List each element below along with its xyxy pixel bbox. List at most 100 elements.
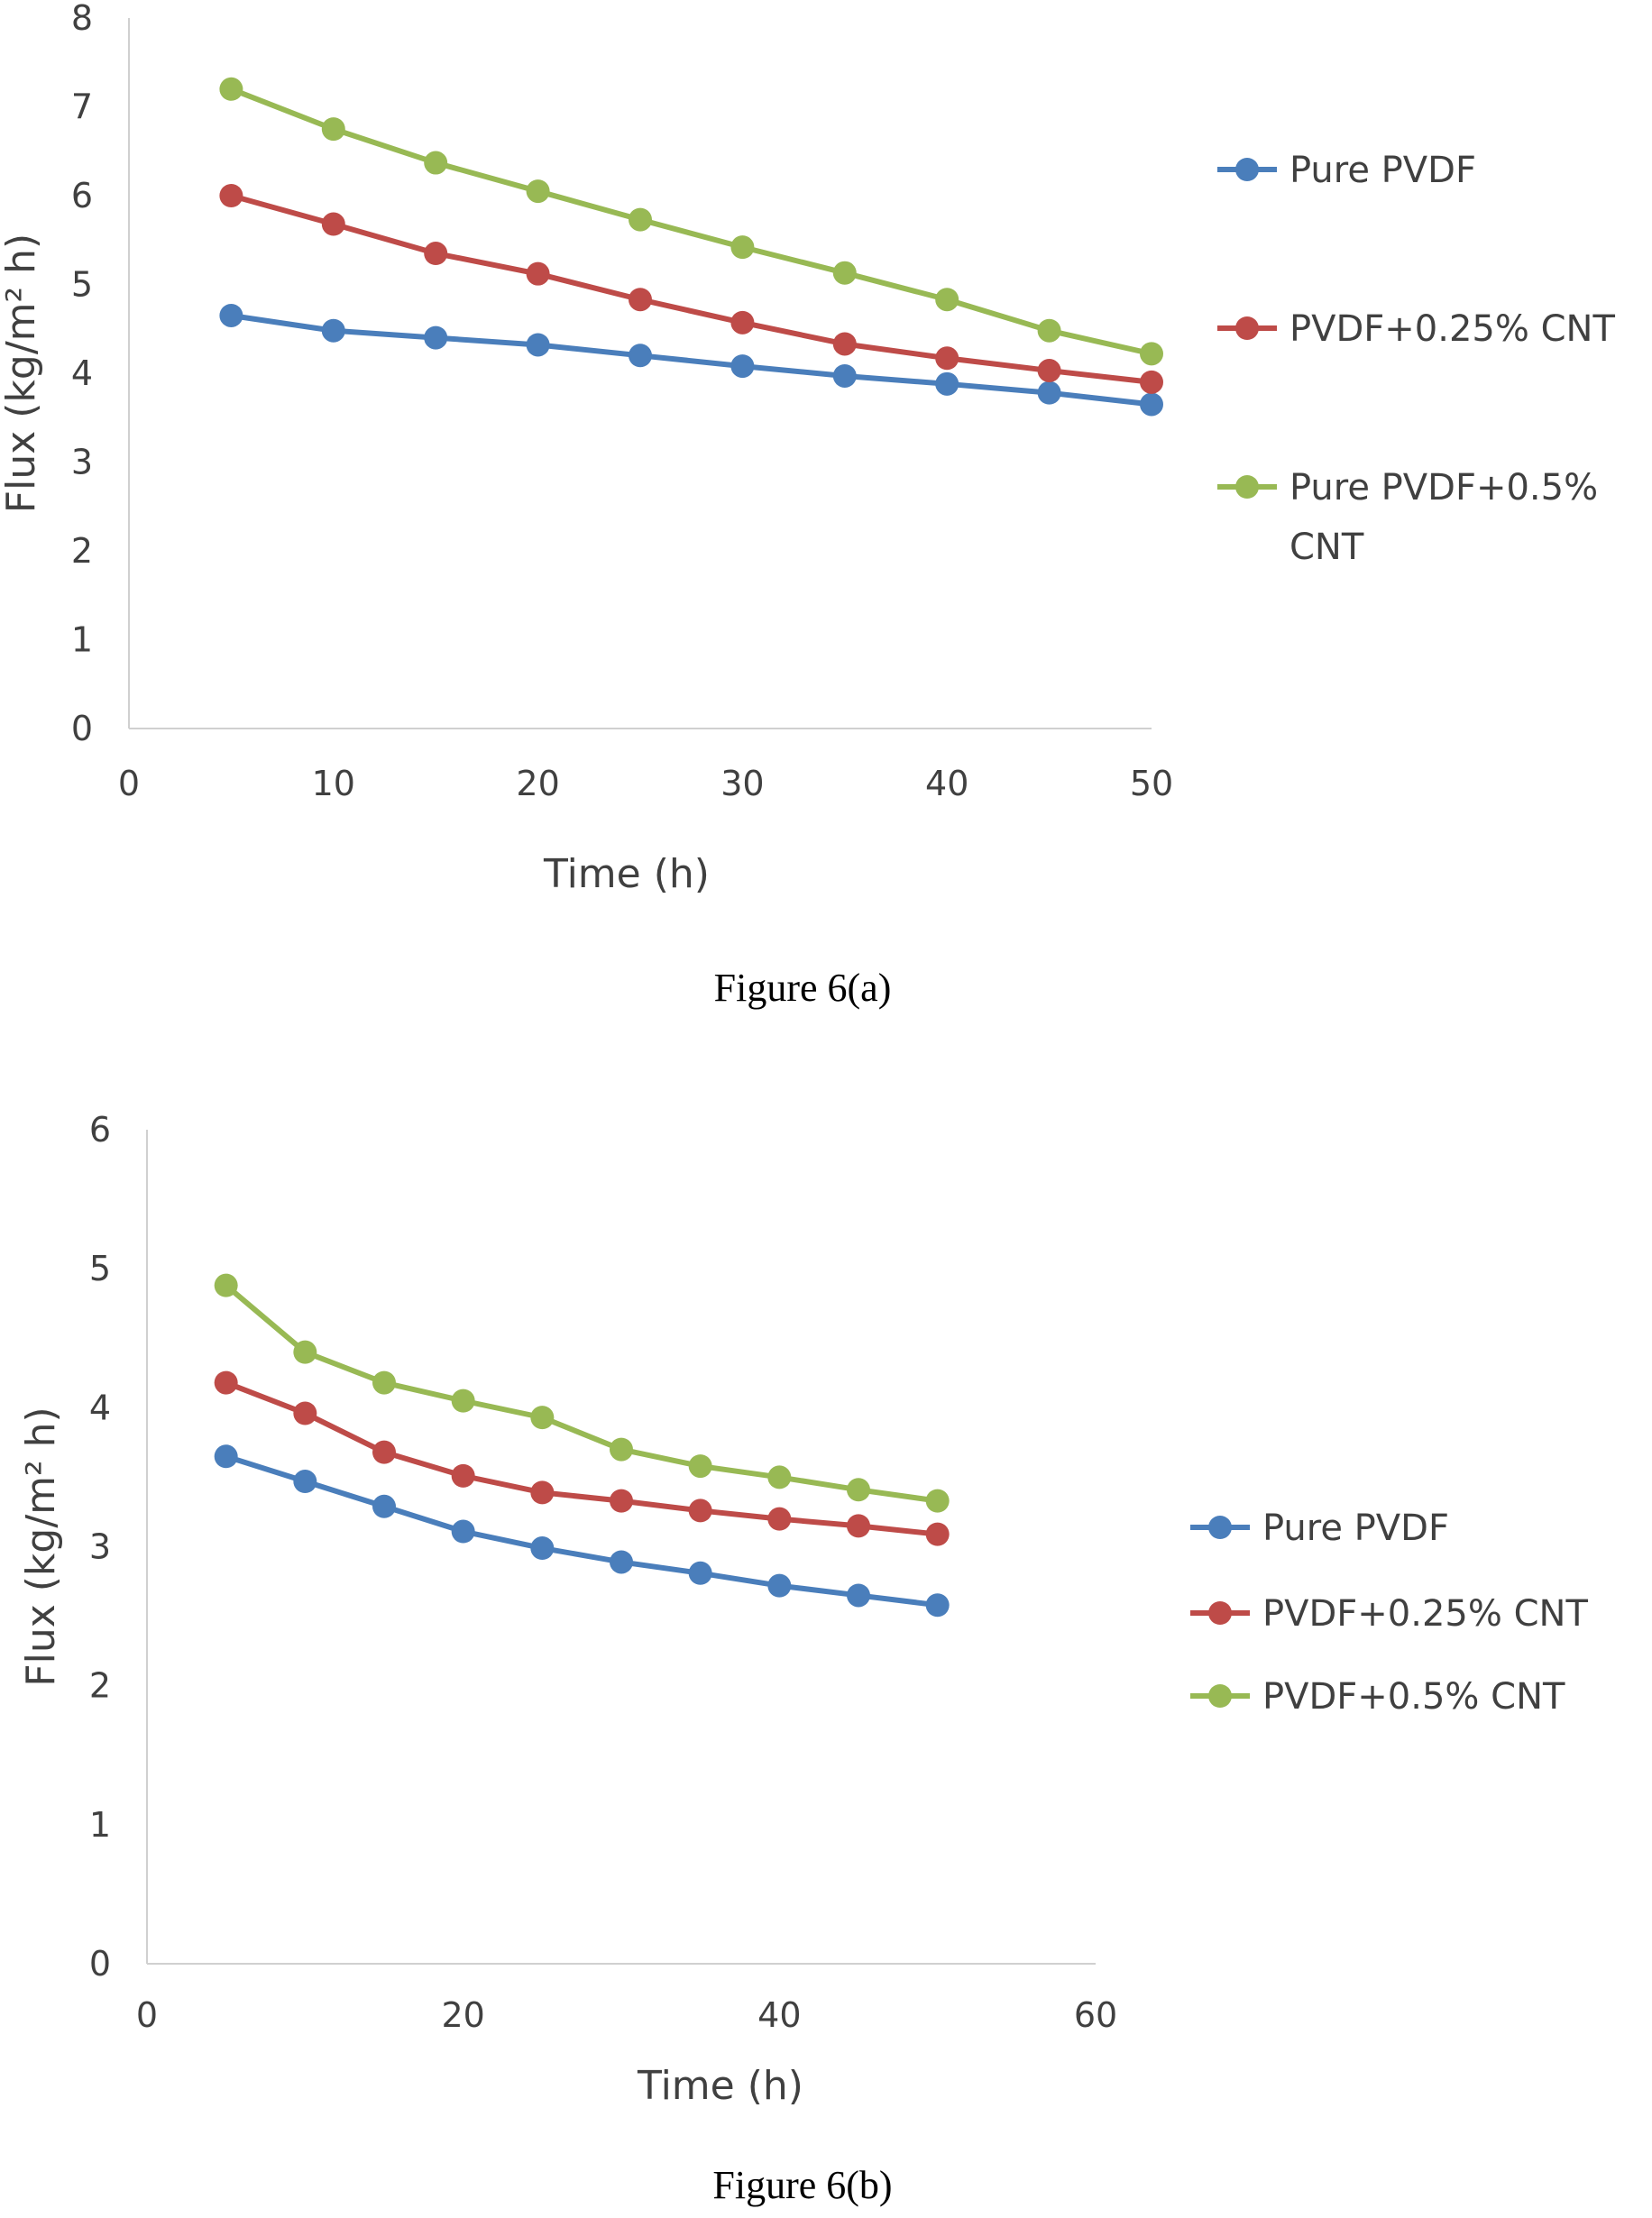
chart-a-legend-label-2: PVDF+0.25% CNT: [1289, 308, 1615, 350]
chart-a-data-point: [832, 363, 857, 388]
chart-a-data-point: [832, 261, 857, 285]
chart-b-data-point: [530, 1536, 555, 1561]
chart-a-y-tick-label: 0: [71, 709, 93, 748]
chart-a-x-tick-label: 50: [1130, 764, 1173, 803]
chart-b-data-point: [925, 1522, 950, 1546]
chart-a-legend-label-3: CNT: [1289, 527, 1364, 568]
chart-a-y-tick-label: 8: [71, 0, 93, 38]
chart-b-data-point: [214, 1444, 238, 1469]
chart-b-y-tick-label: 6: [89, 1110, 111, 1150]
chart-b-y-tick-label: 5: [89, 1249, 111, 1288]
chart-b-legend-label-3: PVDF+0.5% CNT: [1262, 1676, 1565, 1718]
chart-a-y-tick-label: 4: [71, 353, 93, 393]
chart-b-y-tick-label: 3: [89, 1527, 111, 1567]
chart-b-data-point: [214, 1273, 238, 1297]
chart-a-series-line-1: [230, 313, 1152, 408]
chart-b-x-tick-label: 20: [441, 1995, 484, 2035]
chart-a-y-tick-label: 1: [71, 620, 93, 660]
chart-b-series-line-2: [225, 1379, 938, 1537]
chart-b-data-point: [925, 1593, 950, 1618]
chart-a-y-tick-label: 2: [71, 531, 93, 571]
chart-a-data-point: [730, 235, 755, 260]
chart-a-data-point: [424, 151, 448, 175]
chart-a-data-point: [526, 179, 550, 204]
chart-a-x-tick-label: 10: [312, 764, 355, 803]
chart-a-data-point: [629, 344, 652, 368]
chart-a-data-point: [1140, 392, 1163, 417]
chart-a-data-point: [1037, 359, 1061, 383]
chart-b-data-point: [847, 1478, 870, 1502]
chart-a-legend-marker: [1235, 475, 1259, 499]
chart-b-data-point: [372, 1494, 396, 1518]
chart-a-data-point: [219, 184, 243, 207]
chart-a: 0 1 2 3 4 5 6 7 8 0 10 20 30 40 50 Time (h) Flux (kg/m² …: [0, 0, 1615, 897]
chart-a-data-point: [424, 325, 448, 350]
chart-b-legend-label-2: PVDF+0.25% CNT: [1262, 1593, 1588, 1635]
chart-a-data-point: [832, 332, 857, 356]
chart-a-x-axis-title: Time (h): [543, 851, 710, 897]
chart-b-legend-label-1: Pure PVDF: [1262, 1508, 1449, 1549]
chart-b-data-point: [293, 1340, 317, 1364]
chart-a-data-point: [321, 117, 345, 142]
chart-a-data-point: [424, 242, 448, 266]
chart-b-data-point: [610, 1489, 633, 1513]
chart-a-series-line-2: [230, 193, 1152, 385]
chart-a-x-tick-label: 40: [925, 764, 968, 803]
chart-b-data-point: [688, 1499, 712, 1523]
chart-a-data-point: [526, 261, 550, 286]
chart-b-x-axis-title: Time (h): [637, 2063, 803, 2109]
chart-b-data-point: [372, 1370, 396, 1395]
chart-b-data-point: [530, 1480, 555, 1505]
chart-b-data-point: [847, 1514, 870, 1538]
chart-b-legend-marker: [1208, 1684, 1232, 1708]
chart-b-legend-marker: [1208, 1516, 1232, 1539]
chart-a-y-tick-label: 7: [71, 87, 93, 127]
chart-a-data-point: [1140, 342, 1163, 366]
chart-b-data-point: [688, 1454, 712, 1479]
chart-a-data-point: [935, 288, 959, 312]
chart-a-data-point: [730, 310, 755, 335]
chart-a-x-tick-label: 20: [516, 764, 559, 803]
chart-a-data-point: [526, 333, 550, 357]
chart-b-data-point: [451, 1389, 475, 1413]
chart-a-data-point: [935, 346, 959, 371]
chart-b-legend-marker: [1208, 1601, 1232, 1625]
chart-a-data-point: [1037, 380, 1061, 405]
chart-a-legend-label-1: Pure PVDF: [1289, 150, 1476, 191]
chart-a-legend-marker: [1235, 158, 1259, 181]
chart-b-data-point: [530, 1406, 555, 1430]
chart-b-series-line-1: [225, 1453, 939, 1609]
chart-b-data-point: [610, 1550, 633, 1574]
chart-a-data-point: [321, 318, 345, 343]
chart-a-data-point: [935, 371, 959, 396]
chart-b-data-point: [767, 1573, 792, 1598]
chart-b-data-point: [451, 1519, 475, 1544]
chart-a-data-point: [321, 212, 345, 236]
chart-b-data-point: [688, 1561, 712, 1585]
chart-b-data-point: [451, 1463, 475, 1488]
chart-b-data-point: [767, 1465, 792, 1489]
chart-a-series-line-3: [230, 87, 1152, 357]
figure-caption-a: Figure 6(a): [713, 966, 892, 1010]
chart-a-x-tick-label: 0: [118, 764, 140, 803]
chart-b-y-tick-label: 0: [89, 1944, 111, 1984]
chart-a-y-axis-title: Flux (kg/m² h): [0, 234, 44, 513]
chart-a-data-point: [730, 354, 755, 379]
chart-b-data-point: [610, 1437, 633, 1462]
chart-b-y-tick-label: 4: [89, 1388, 111, 1427]
chart-a-y-tick-label: 3: [71, 443, 93, 482]
chart-b-data-point: [372, 1440, 396, 1464]
chart-a-data-point: [1140, 370, 1163, 394]
chart-b-x-tick-label: 0: [136, 1995, 158, 2035]
chart-a-x-tick-label: 30: [720, 764, 764, 803]
chart-b-x-tick-label: 60: [1074, 1995, 1117, 2035]
chart-b-data-point: [214, 1370, 238, 1395]
chart-a-y-tick-label: 6: [71, 176, 93, 215]
chart-b-data-point: [293, 1401, 317, 1425]
chart-a-data-point: [629, 207, 652, 232]
figure-caption-b: Figure 6(b): [712, 2163, 893, 2207]
chart-b-data-point: [925, 1489, 950, 1513]
chart-b-data-point: [767, 1507, 792, 1531]
chart-a-data-point: [219, 77, 243, 101]
